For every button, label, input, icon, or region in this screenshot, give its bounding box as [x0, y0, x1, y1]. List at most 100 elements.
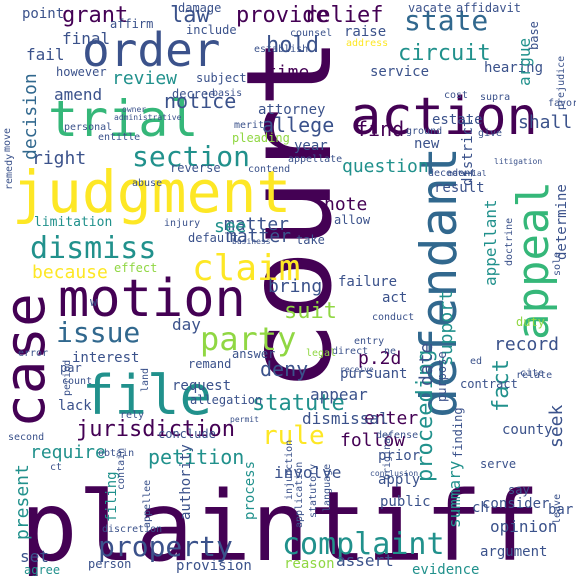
word-contract: contract [460, 377, 518, 391]
word-point: point [22, 6, 64, 22]
word-w: w [90, 295, 98, 309]
word-agree: agree [24, 563, 60, 576]
word-trial: trial [48, 90, 199, 148]
word-day: day [172, 315, 201, 334]
word-bring: bring [268, 276, 322, 297]
word-language: language [322, 464, 333, 512]
word-proceeding: proceeding [413, 350, 438, 482]
word-ground: ground [406, 126, 442, 137]
word-entry: entry [354, 336, 384, 347]
word-relief: relief [304, 3, 383, 28]
word-injunction: injunction [284, 440, 295, 500]
word-personal: personal [64, 122, 112, 133]
word-appeal: appeal [508, 181, 559, 340]
word-conclusion: conclusion [370, 469, 418, 478]
word-provide: provide [236, 3, 329, 28]
word-note: note [324, 194, 367, 215]
word-affirm: affirm [110, 17, 153, 31]
word-prior: prior [378, 448, 420, 464]
word-default: default [188, 231, 239, 245]
word-ch: ch [472, 500, 489, 516]
word-provision: provision [176, 558, 252, 574]
word-rule: rule [262, 421, 325, 451]
word-dismissal: dismissal [302, 409, 389, 428]
word-answer: answer [232, 347, 275, 361]
word-cost: cost [444, 90, 468, 101]
word-require: require [30, 442, 106, 463]
word-amend: amend [54, 85, 102, 104]
word-review: review [112, 68, 177, 89]
word-district: district [460, 119, 476, 186]
word-issue: issue [56, 316, 140, 349]
word-person: person [88, 557, 131, 571]
word-complaint: complaint [282, 527, 445, 562]
word-evidence: evidence [412, 562, 479, 576]
word-statutory: statutory [308, 464, 319, 518]
word-receive: receive [340, 365, 374, 374]
word-pleading: pleading [232, 131, 290, 145]
word-determine: determine [554, 184, 570, 260]
word-cite: cite [520, 368, 544, 379]
word-enter: enter [364, 408, 418, 429]
word-argument: argument [480, 544, 547, 560]
word-ct: ct [50, 462, 62, 473]
word-shall: shall [518, 112, 572, 133]
word-allow: allow [334, 213, 371, 227]
word-law: law [170, 3, 210, 28]
word-filing: filing [104, 471, 120, 522]
word-time: time [266, 62, 309, 83]
word-supra: supra [480, 92, 510, 103]
word-second: second [8, 432, 44, 443]
word-authority: authority [178, 444, 194, 520]
word-purpose: purpose [435, 351, 449, 402]
word-failure: failure [338, 274, 397, 290]
word-claim: claim [192, 248, 300, 289]
word-conduct: conduct [372, 312, 414, 323]
word-request: request [172, 378, 231, 394]
word-address: address [346, 38, 388, 49]
word-seek: seek [546, 404, 567, 448]
word-question: question [342, 156, 429, 177]
word-interest: interest [72, 350, 139, 366]
word-raise: raise [344, 24, 386, 40]
word-prejudice: prejudice [556, 56, 567, 110]
word-deny: deny [260, 357, 308, 381]
word-affidavit: affidavit [456, 1, 521, 15]
word-counsel: counsel [290, 28, 332, 39]
word-direct: direct [332, 346, 368, 357]
word-defense: defense [376, 430, 418, 441]
word-period: period [62, 360, 73, 396]
word-attorney: attorney [258, 102, 325, 118]
word-vacate: vacate [408, 1, 451, 15]
word-ne: ne [384, 346, 396, 357]
word-injury: injury [164, 218, 200, 229]
word-contend: contend [248, 164, 290, 175]
word-act: act [382, 290, 407, 306]
word-permit: permit [230, 415, 259, 424]
word-notice: notice [164, 89, 236, 113]
word-abuse: abuse [132, 178, 162, 189]
word-p-2d: p.2d [358, 348, 401, 369]
word-conclude: conclude [158, 427, 216, 441]
word-say: say [508, 483, 530, 497]
word-finding: finding [451, 407, 465, 458]
word-application: application [294, 462, 305, 528]
word-limitation: limitation [34, 215, 112, 230]
word-year: year [294, 138, 328, 154]
word-favor: favor [548, 98, 576, 109]
word-count: count [62, 376, 92, 387]
word-land: land [140, 368, 151, 392]
word-record: record [494, 334, 559, 355]
word-order: order [82, 23, 220, 77]
word-right: right [32, 148, 86, 169]
word-find: find [356, 117, 404, 141]
word-merit: merit [234, 120, 264, 131]
word-basis: basis [212, 88, 242, 99]
word-appear: appear [310, 385, 368, 404]
word-base: base [527, 21, 541, 50]
word-apply: apply [378, 472, 420, 488]
word-set: set [20, 547, 49, 566]
word-motion: motion [58, 269, 246, 329]
